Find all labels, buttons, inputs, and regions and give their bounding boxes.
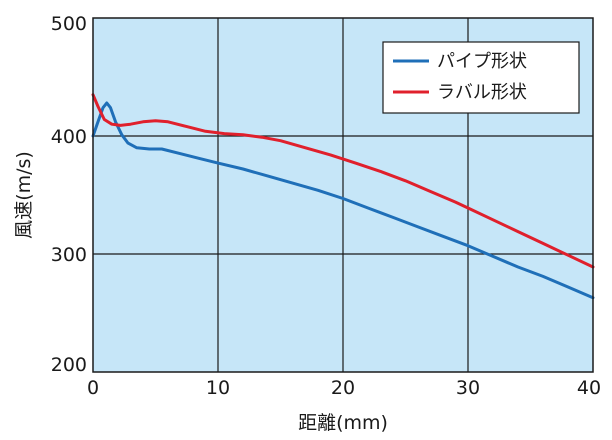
x-tick-labels: 0 10 20 30 40 [87, 377, 601, 399]
legend-label-laval: ラバル形状 [437, 82, 527, 103]
y-tick-label: 400 [51, 126, 87, 148]
series-line-laval [91, 93, 595, 269]
y-tick-label: 200 [51, 354, 87, 376]
legend: パイプ形状 ラバル形状 [382, 41, 580, 114]
x-axis-title: 距離(mm) [298, 412, 388, 434]
x-tick-label: 10 [206, 377, 230, 399]
y-axis-title: 風速(m/s) [13, 151, 35, 239]
plot-frame [92, 17, 594, 373]
y-tick-label: 500 [51, 13, 87, 35]
x-tick-label: 40 [577, 377, 601, 399]
legend-label-pipe: パイプ形状 [437, 51, 527, 72]
x-tick-label: 0 [87, 377, 99, 399]
y-tick-labels: 200 300 400 500 [51, 13, 87, 376]
y-tick-label: 300 [51, 244, 87, 266]
x-tick-label: 30 [456, 377, 480, 399]
series-layer [91, 93, 595, 300]
series-line-pipe [91, 101, 595, 300]
x-tick-label: 20 [331, 377, 355, 399]
legend-box [382, 41, 580, 114]
